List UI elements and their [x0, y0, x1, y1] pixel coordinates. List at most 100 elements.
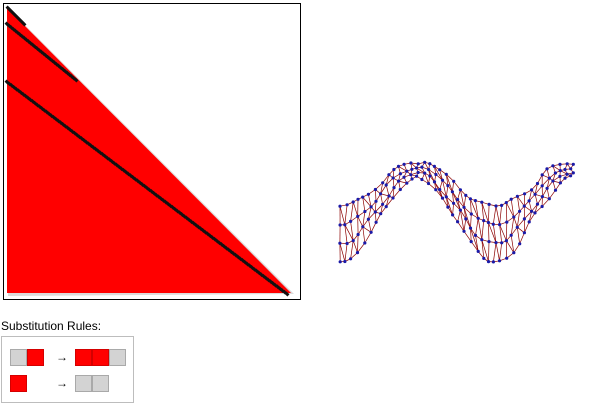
graph-edge	[481, 202, 485, 221]
rule-1-lhs-cell-2	[27, 349, 44, 366]
graph-edge	[495, 242, 500, 261]
graph-edge	[368, 194, 372, 207]
graph-edge	[463, 195, 467, 208]
graph-node	[446, 205, 450, 209]
graph-node	[381, 202, 385, 206]
graph-edge	[488, 222, 490, 242]
graph-edge	[435, 189, 443, 199]
graph-edge	[495, 205, 500, 225]
diagonal-band-mark	[21, 21, 27, 27]
graph-edge	[374, 201, 377, 213]
graph-edge	[357, 216, 364, 227]
graph-node	[558, 169, 562, 173]
graph-node	[392, 167, 396, 172]
graph-edge	[392, 187, 395, 199]
graph-node	[446, 184, 450, 188]
graph-node	[351, 200, 355, 204]
graph-edge	[510, 199, 515, 218]
graph-node	[518, 209, 522, 213]
graph-edge	[392, 189, 401, 199]
graph-edge	[477, 218, 483, 240]
graph-node	[540, 184, 544, 188]
graph-edge	[528, 200, 532, 212]
graph-node	[540, 204, 544, 209]
graph-node	[438, 187, 442, 192]
graph-edge	[434, 166, 443, 181]
graph-node	[464, 193, 468, 197]
graph-node	[515, 194, 519, 198]
graph-edge	[362, 196, 372, 208]
graph-edge	[492, 205, 497, 225]
graph-node	[414, 166, 419, 170]
graph-node	[381, 181, 385, 185]
graph-edge	[446, 196, 454, 204]
graph-node	[387, 194, 391, 198]
graph-edge	[452, 181, 455, 192]
graph-node	[398, 187, 402, 192]
graph-edge	[541, 198, 550, 207]
graph-edge	[505, 202, 508, 223]
graph-node	[491, 260, 495, 264]
graph-node	[469, 212, 473, 216]
graph-edge	[516, 211, 520, 228]
graph-edge	[499, 205, 502, 225]
graph-edge	[445, 196, 453, 216]
graph-edge	[492, 224, 497, 243]
graph-node	[462, 229, 466, 233]
network-graph-svg	[338, 160, 575, 264]
graph-node	[522, 217, 526, 221]
graph-node	[356, 197, 360, 201]
graph-edge	[488, 241, 490, 262]
graph-edge	[339, 243, 346, 262]
graph-node	[571, 171, 575, 175]
graph-node	[571, 162, 575, 166]
graph-node	[338, 223, 342, 227]
graph-node	[530, 188, 534, 192]
graph-node	[569, 167, 573, 171]
graph-node	[497, 259, 502, 263]
graph-edge	[352, 201, 359, 217]
graph-edge	[357, 242, 366, 253]
graph-node	[480, 238, 484, 242]
graph-node	[482, 256, 486, 260]
graph-edge	[350, 240, 354, 259]
graph-node	[476, 249, 480, 253]
graph-edge	[439, 169, 443, 181]
graph-edge	[457, 221, 465, 232]
causal-matrix-svg	[4, 5, 294, 297]
graph-edge	[446, 174, 454, 182]
graph-node	[469, 240, 473, 244]
rule-1-rhs-cell-1	[75, 349, 92, 366]
graph-node	[426, 181, 431, 186]
graph-node	[356, 214, 360, 218]
graph-node	[569, 174, 573, 178]
graph-edge	[463, 231, 472, 242]
graph-edge	[362, 226, 366, 244]
rule-1-rhs-cell-3	[109, 349, 126, 366]
graph-node	[540, 173, 544, 177]
graph-node	[509, 233, 513, 237]
graph-edge	[392, 177, 395, 188]
graph-edge	[528, 189, 532, 201]
graph-edge	[506, 240, 515, 253]
graph-edge	[470, 228, 472, 242]
graph-edge	[344, 224, 354, 241]
graph-node	[434, 188, 438, 192]
graph-node	[356, 232, 360, 237]
diagonal-band-mark	[73, 77, 79, 83]
graph-edge	[457, 210, 461, 222]
matrix-filled-triangle	[7, 8, 291, 293]
graph-node	[361, 195, 365, 199]
graph-node	[392, 186, 396, 190]
graph-node	[338, 204, 342, 208]
graph-node	[396, 164, 401, 168]
graph-edge	[424, 172, 429, 184]
graph-node	[558, 162, 562, 166]
graph-node	[505, 256, 509, 260]
graph-node	[416, 170, 420, 175]
graph-edge	[470, 198, 472, 215]
graph-node	[432, 180, 437, 184]
graph-node	[515, 225, 519, 229]
graph-edge	[352, 240, 358, 253]
graph-edge	[541, 177, 550, 187]
